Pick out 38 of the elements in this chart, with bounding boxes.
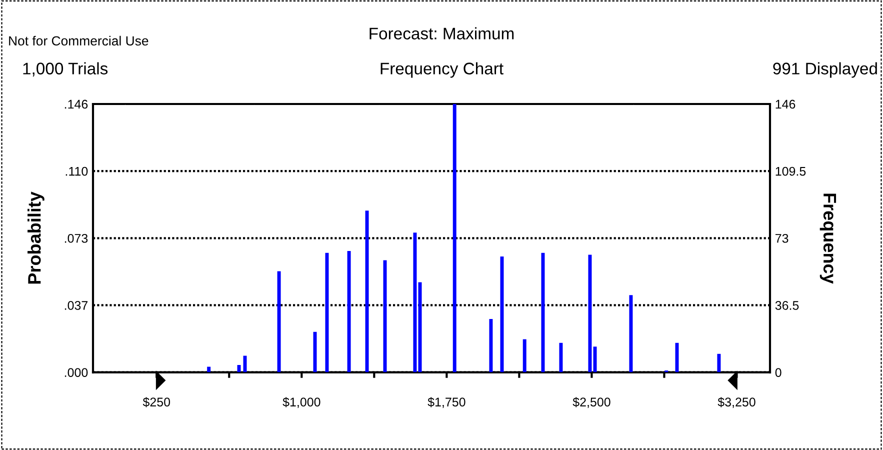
x-tick-label: $250 bbox=[142, 397, 170, 408]
bar bbox=[541, 252, 545, 372]
y2-tick-label: 0 bbox=[775, 368, 782, 377]
y-tick-label: .000 bbox=[64, 368, 88, 377]
bar bbox=[277, 271, 281, 372]
chart-subtitle: Frequency Chart bbox=[380, 62, 504, 78]
x-tick-label: $1,000 bbox=[282, 397, 320, 408]
chart-title: Forecast: Maximum bbox=[370, 27, 514, 40]
bar bbox=[452, 104, 456, 372]
bar bbox=[207, 366, 211, 372]
bar bbox=[588, 254, 592, 372]
y-tick-label: .110 bbox=[66, 166, 88, 176]
text: 1,000 Trials bbox=[23, 62, 108, 76]
bar bbox=[365, 210, 369, 372]
y-tick-label: .037 bbox=[64, 301, 88, 310]
y2-tick-label: 146 bbox=[776, 100, 796, 109]
text: 991 Displayed bbox=[773, 62, 877, 78]
bar bbox=[675, 342, 679, 372]
bar bbox=[489, 319, 493, 372]
x-tick-label: $2,500 bbox=[572, 397, 610, 408]
bar bbox=[629, 295, 633, 372]
bar bbox=[347, 251, 351, 372]
bar bbox=[717, 354, 721, 372]
x-tick-label: $1,750 bbox=[428, 397, 466, 408]
y2-axis-title: Frequency bbox=[820, 194, 836, 284]
bar bbox=[413, 232, 417, 372]
y-tick-label: .146 bbox=[64, 100, 88, 109]
y-axis-title: Probability bbox=[28, 192, 44, 284]
y2-tick-label: 109.5 bbox=[776, 166, 806, 176]
y2-tick-label: 36.5 bbox=[775, 301, 799, 310]
bar bbox=[500, 256, 504, 372]
y-tick-label: .073 bbox=[64, 234, 88, 243]
y2-tick-label: 73 bbox=[776, 234, 788, 243]
bar bbox=[325, 252, 329, 372]
x-tick-label: $3,250 bbox=[718, 397, 756, 408]
bar bbox=[522, 339, 526, 372]
text: Not for Commercial Use bbox=[9, 36, 148, 46]
bar bbox=[559, 342, 563, 372]
